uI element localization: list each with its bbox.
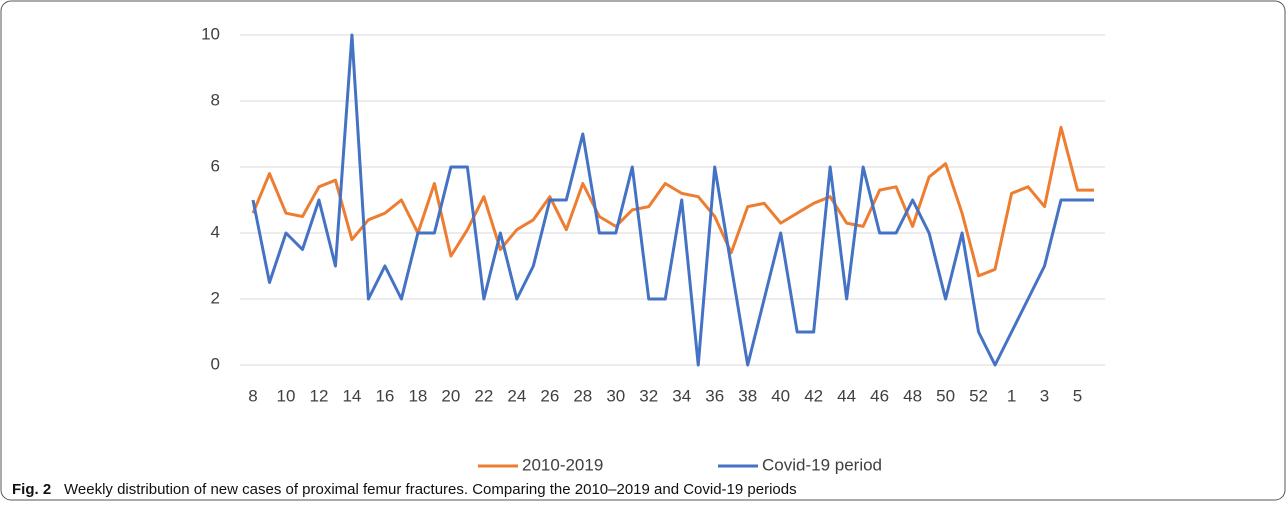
y-tick-label: 6 [211, 156, 220, 175]
y-tick-label: 10 [201, 24, 220, 43]
x-tick-label: 36 [705, 386, 724, 405]
legend-label: 2010-2019 [522, 455, 603, 474]
line-series [251, 33, 1094, 367]
caption-label: Fig. 2 [12, 481, 51, 498]
x-tick-label: 3 [1040, 386, 1049, 405]
x-tick-label: 38 [738, 386, 757, 405]
x-tick-label: 22 [474, 386, 493, 405]
x-tick-label: 26 [540, 386, 559, 405]
x-tick-label: 5 [1073, 386, 1082, 405]
line-series [251, 125, 1094, 278]
x-tick-label: 44 [837, 386, 856, 405]
x-tick-label: 34 [672, 386, 691, 405]
legend-label: Covid-19 period [762, 455, 882, 474]
caption: Weekly distribution of new cases of prox… [64, 481, 797, 498]
x-tick-label: 40 [771, 386, 790, 405]
y-tick-label: 4 [211, 222, 220, 241]
x-tick-label: 14 [342, 386, 361, 405]
x-tick-label: 48 [903, 386, 922, 405]
y-tick-label: 0 [211, 354, 220, 373]
x-tick-label: 12 [309, 386, 328, 405]
x-tick-label: 28 [573, 386, 592, 405]
x-tick-label: 18 [408, 386, 427, 405]
x-tick-label: 10 [277, 386, 296, 405]
x-tick-label: 8 [248, 386, 257, 405]
y-tick-label: 8 [211, 90, 220, 109]
x-tick-label: 30 [606, 386, 625, 405]
x-tick-label: 42 [804, 386, 823, 405]
y-tick-label: 2 [211, 288, 220, 307]
x-tick-label: 46 [870, 386, 889, 405]
x-tick-label: 50 [936, 386, 955, 405]
x-tick-label: 52 [969, 386, 988, 405]
x-tick-label: 20 [441, 386, 460, 405]
x-tick-label: 32 [639, 386, 658, 405]
x-tick-label: 16 [375, 386, 394, 405]
x-tick-label: 1 [1007, 386, 1016, 405]
x-tick-label: 24 [507, 386, 526, 405]
